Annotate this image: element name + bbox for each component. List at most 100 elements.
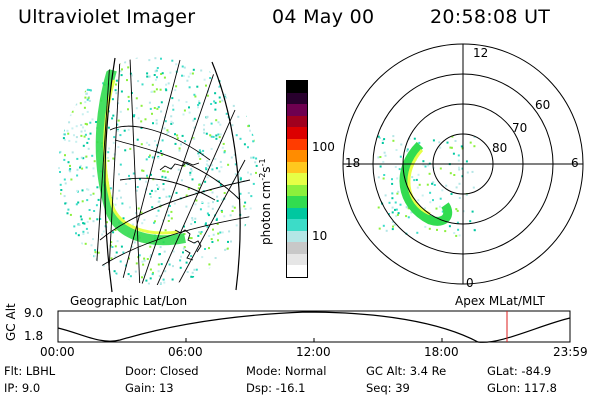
speckle-pixel <box>122 217 125 220</box>
speckle-pixel <box>159 284 162 285</box>
speckle-pixel <box>458 197 461 199</box>
speckle-pixel <box>69 170 72 173</box>
speckle-pixel <box>429 191 432 194</box>
polar-plot <box>342 43 584 285</box>
speckle-pixel <box>241 275 244 278</box>
speckle-pixel <box>93 55 96 58</box>
speckle-pixel <box>199 158 202 160</box>
speckle-pixel <box>225 65 228 68</box>
speckle-pixel <box>198 183 201 186</box>
speckle-pixel <box>377 176 380 179</box>
speckle-pixel <box>460 145 463 148</box>
speckle-pixel <box>255 171 257 174</box>
speckle-pixel <box>77 234 80 237</box>
speckle-pixel <box>172 108 175 111</box>
speckle-pixel <box>155 119 158 122</box>
speckle-pixel <box>157 156 160 159</box>
speckle-pixel <box>449 146 452 149</box>
speckle-pixel <box>149 255 152 258</box>
speckle-pixel <box>198 155 200 158</box>
speckle-pixel <box>378 227 381 230</box>
speckle-pixel <box>148 59 151 62</box>
speckle-pixel <box>86 188 88 191</box>
speckle-pixel <box>465 160 468 163</box>
colorbar-segment <box>287 196 307 208</box>
speckle-pixel <box>471 210 474 213</box>
time-tick-1200: 12:00 <box>296 345 331 359</box>
speckle-pixel <box>165 89 168 92</box>
speckle-pixel <box>172 250 175 253</box>
speckle-pixel <box>62 246 65 249</box>
speckle-pixel <box>398 168 401 171</box>
colorbar-segment <box>287 265 307 277</box>
speckle-pixel <box>241 77 244 80</box>
speckle-pixel <box>79 83 82 86</box>
speckle-pixel <box>137 117 140 120</box>
speckle-pixel <box>61 97 64 99</box>
speckle-pixel <box>163 284 166 285</box>
speckle-pixel <box>221 282 224 284</box>
speckle-pixel <box>466 171 469 174</box>
speckle-pixel <box>75 92 77 95</box>
speckle-pixel <box>214 92 217 95</box>
speckle-pixel <box>257 58 258 61</box>
speckle-pixel <box>217 232 220 235</box>
speckle-pixel <box>163 170 166 173</box>
speckle-pixel <box>166 132 168 135</box>
speckle-pixel <box>215 134 218 137</box>
speckle-pixel <box>115 251 118 254</box>
speckle-pixel <box>384 154 387 157</box>
speckle-pixel <box>215 119 218 122</box>
speckle-pixel <box>152 122 154 125</box>
speckle-pixel <box>216 195 219 198</box>
speckle-pixel <box>64 154 66 157</box>
speckle-pixel <box>427 164 430 167</box>
speckle-pixel <box>219 183 222 186</box>
speckle-pixel <box>395 208 398 211</box>
speckle-pixel <box>167 259 170 262</box>
speckle-pixel <box>128 100 130 103</box>
speckle-pixel <box>232 259 235 261</box>
speckle-pixel <box>143 257 146 260</box>
speckle-pixel <box>59 228 62 231</box>
speckle-pixel <box>238 88 241 91</box>
speckle-pixel <box>127 66 130 69</box>
speckle-pixel <box>63 138 66 141</box>
speckle-pixel <box>257 89 258 91</box>
speckle-pixel <box>251 91 254 93</box>
speckle-pixel <box>146 258 149 260</box>
speckle-pixel <box>63 103 66 106</box>
speckle-pixel <box>59 171 61 173</box>
speckle-pixel <box>194 217 197 220</box>
speckle-pixel <box>175 85 178 88</box>
speckle-pixel <box>223 215 226 218</box>
speckle-pixel <box>88 56 90 59</box>
speckle-pixel <box>392 135 395 138</box>
speckle-pixel <box>115 79 118 82</box>
speckle-pixel <box>222 281 225 284</box>
speckle-pixel <box>385 229 388 232</box>
speckle-pixel <box>407 216 410 219</box>
speckle-pixel <box>213 277 215 280</box>
speckle-pixel <box>192 276 195 278</box>
speckle-pixel <box>234 163 237 166</box>
speckle-pixel <box>203 131 206 134</box>
speckle-pixel <box>183 109 186 112</box>
speckle-pixel <box>154 220 156 223</box>
speckle-pixel <box>161 152 164 155</box>
speckle-pixel <box>215 219 218 221</box>
speckle-pixel <box>84 122 87 125</box>
colorbar-segment <box>287 80 307 93</box>
speckle-pixel <box>392 139 395 142</box>
speckle-pixel <box>159 88 162 91</box>
speckle-pixel <box>71 151 74 154</box>
speckle-pixel <box>205 222 207 225</box>
speckle-pixel <box>127 95 130 98</box>
speckle-pixel <box>197 234 200 237</box>
speckle-pixel <box>169 71 172 74</box>
speckle-pixel <box>160 154 163 156</box>
speckle-pixel <box>199 208 202 211</box>
speckle-pixel <box>131 245 134 248</box>
speckle-pixel <box>177 168 180 171</box>
